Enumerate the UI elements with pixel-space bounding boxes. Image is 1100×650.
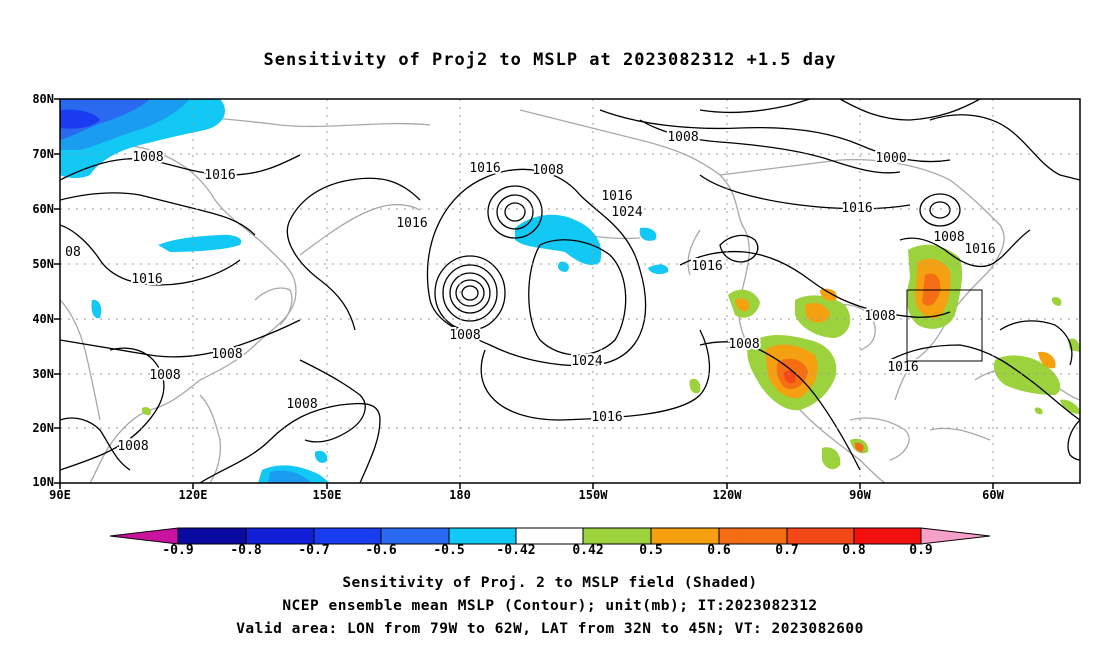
x-tick-label: 150E: [312, 488, 342, 502]
y-tick-label: 20N: [32, 421, 54, 435]
colorbar-bin: [718, 527, 788, 545]
contour-label: 1008: [132, 150, 163, 165]
contour-label: 1024: [611, 205, 642, 220]
contour-label: 1008: [532, 163, 563, 178]
contour-label: 1016: [601, 189, 632, 204]
colorbar: [109, 527, 991, 545]
colorbar-label: -0.8: [230, 543, 262, 558]
sensitivity-shading: [60, 99, 1080, 483]
colorbar-label: 0.7: [775, 543, 799, 558]
colorbar-bin: [515, 527, 584, 545]
colorbar-label: -0.7: [298, 543, 330, 558]
colorbar-label: 0.42: [572, 543, 604, 558]
colorbar-bin: [582, 527, 652, 545]
caption-line-3: Valid area: LON from 79W to 62W, LAT fro…: [236, 621, 864, 637]
coastlines: [60, 109, 1080, 483]
contour-label: 1016: [204, 168, 235, 183]
contour-label: 1008: [728, 337, 759, 352]
x-tick-label: 120W: [712, 488, 742, 502]
colorbar-low-arrow: [109, 527, 179, 545]
contour-label: 1008: [933, 230, 964, 245]
contour-label: 1016: [131, 272, 162, 287]
y-tick-label: 30N: [32, 367, 54, 381]
contour-label: 1000: [875, 151, 906, 166]
colorbar-label: 0.8: [842, 543, 866, 558]
colorbar-bin: [448, 527, 517, 545]
x-tick-label: 90W: [849, 488, 871, 502]
colorbar-bin: [177, 527, 247, 545]
colorbar-label: -0.42: [496, 543, 536, 558]
caption-line-2: NCEP ensemble mean MSLP (Contour); unit(…: [282, 598, 818, 614]
y-tick-label: 10N: [32, 475, 54, 489]
contour-label: 1008: [449, 328, 480, 343]
contour-label: 08: [65, 245, 81, 260]
colorbar-bin: [313, 527, 382, 545]
y-tick-label: 50N: [32, 257, 54, 271]
contour-label: 1008: [864, 309, 895, 324]
colorbar-bin: [245, 527, 315, 545]
colorbar-label: -0.6: [365, 543, 397, 558]
contour-label: 1008: [286, 397, 317, 412]
x-tick-label: 150W: [578, 488, 608, 502]
contour-label: 1016: [841, 201, 872, 216]
y-tick-label: 60N: [32, 202, 54, 216]
y-tick-label: 80N: [32, 92, 54, 106]
valid-area-box: [906, 289, 983, 362]
colorbar-label: 0.9: [909, 543, 933, 558]
map-frame: [59, 98, 1081, 484]
colorbar-label: -0.5: [433, 543, 465, 558]
y-tick-label: 40N: [32, 312, 54, 326]
contour-label: 1016: [887, 360, 918, 375]
colorbar-bin: [786, 527, 855, 545]
colorbar-bin: [380, 527, 450, 545]
colorbar-bin: [650, 527, 720, 545]
contour-label: 1008: [149, 368, 180, 383]
contour-labels: 1008 1016 08 1016 1008 1008 1008 1008 10…: [63, 128, 997, 456]
colorbar-label: -0.9: [162, 543, 194, 558]
contour-label: 1016: [396, 216, 427, 231]
mslp-contours: [60, 99, 1080, 483]
map-title: Sensitivity of Proj2 to MSLP at 20230823…: [263, 50, 837, 70]
contour-label: 1008: [667, 130, 698, 145]
contour-label: 1016: [591, 410, 622, 425]
x-tick-label: 90E: [49, 488, 71, 502]
colorbar-high-arrow: [920, 527, 991, 545]
contour-label: 1008: [211, 347, 242, 362]
colorbar-label: 0.5: [639, 543, 663, 558]
colorbar-bin: [853, 527, 922, 545]
colorbar-label: 0.6: [707, 543, 731, 558]
contour-label: 1016: [691, 259, 722, 274]
gridlines: [60, 99, 1080, 483]
y-tick-label: 70N: [32, 147, 54, 161]
contour-label: 1016: [964, 242, 995, 257]
contour-label: 1016: [469, 161, 500, 176]
caption-line-1: Sensitivity of Proj. 2 to MSLP field (Sh…: [342, 575, 758, 591]
x-tick-label: 120E: [178, 488, 208, 502]
contour-label: 1024: [571, 354, 602, 369]
x-tick-label: 180: [449, 488, 471, 502]
contour-label: 1008: [117, 439, 148, 454]
x-tick-label: 60W: [982, 488, 1004, 502]
